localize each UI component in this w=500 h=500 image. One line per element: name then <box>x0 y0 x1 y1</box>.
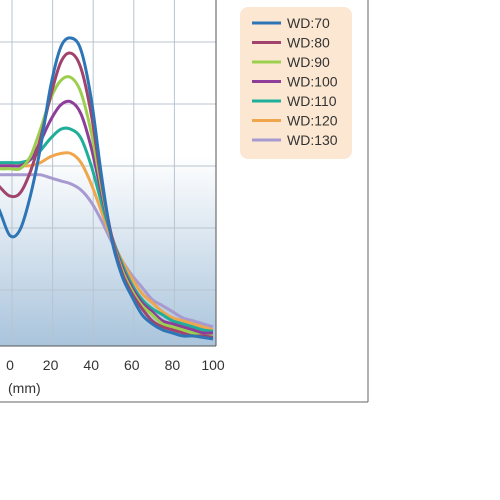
legend-label: WD:130 <box>287 132 338 148</box>
x-tick-label: 60 <box>124 357 140 373</box>
series-line-wd-70 <box>0 36 214 341</box>
legend-label: WD:70 <box>287 15 330 31</box>
x-tick-label: 80 <box>165 357 181 373</box>
x-tick-label: 100 <box>201 357 225 373</box>
x-axis-unit: (mm) <box>8 380 41 396</box>
legend-label: WD:90 <box>287 54 330 70</box>
plot-area <box>0 0 216 346</box>
legend-label: WD:110 <box>287 93 337 109</box>
legend-label: WD:80 <box>287 35 330 51</box>
series-line-wd-130 <box>0 173 214 329</box>
series-lines <box>0 36 214 341</box>
x-tick-label: 20 <box>43 357 59 373</box>
x-tick-labels: 0 20 40 60 80 100 <box>6 357 225 373</box>
legend-label: WD:100 <box>287 74 338 90</box>
legend: WD:70 WD:80 WD:90 WD:100 WD:110 WD:120 WD:130 <box>252 15 338 148</box>
series-line-wd-120 <box>0 151 214 332</box>
x-tick-label: 40 <box>83 357 99 373</box>
x-tick-label: 0 <box>6 357 14 373</box>
legend-label: WD:120 <box>287 113 338 129</box>
